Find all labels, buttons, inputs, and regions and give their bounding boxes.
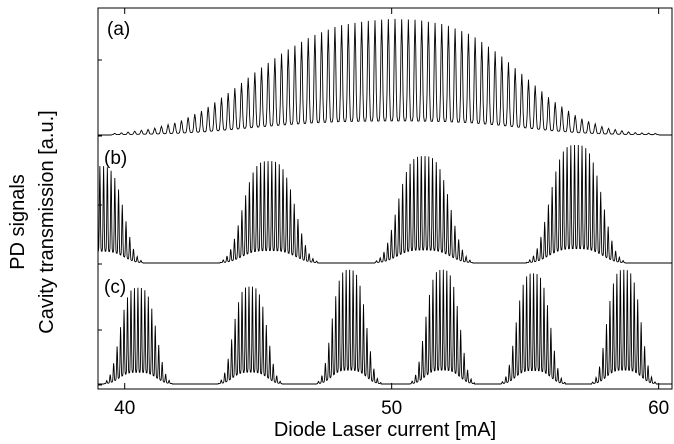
x-tick-label: 50 — [381, 398, 402, 419]
panel-a: (a) — [98, 18, 672, 136]
series-trace-c — [98, 269, 672, 385]
panel-label-b: (b) — [104, 148, 127, 169]
series-trace-a — [98, 18, 672, 136]
y-axis-ticks — [98, 59, 102, 386]
panel-label-c: (c) — [104, 277, 126, 298]
panel-label-a: (a) — [107, 19, 130, 40]
x-axis: 40 50 60 — [114, 8, 669, 419]
y-axis-title-line2: Cavity transmission [a.u.] — [36, 110, 58, 333]
series-trace-b — [97, 145, 672, 264]
plot-frame — [97, 7, 673, 390]
panel-c: (c) — [98, 269, 672, 385]
x-axis-title: Diode Laser current [mA] — [274, 419, 496, 441]
x-tick-label: 40 — [114, 398, 135, 419]
panel-b: (b) — [97, 145, 672, 264]
y-axis-title-line1: PD signals — [7, 174, 29, 270]
x-tick-label: 60 — [648, 398, 669, 419]
